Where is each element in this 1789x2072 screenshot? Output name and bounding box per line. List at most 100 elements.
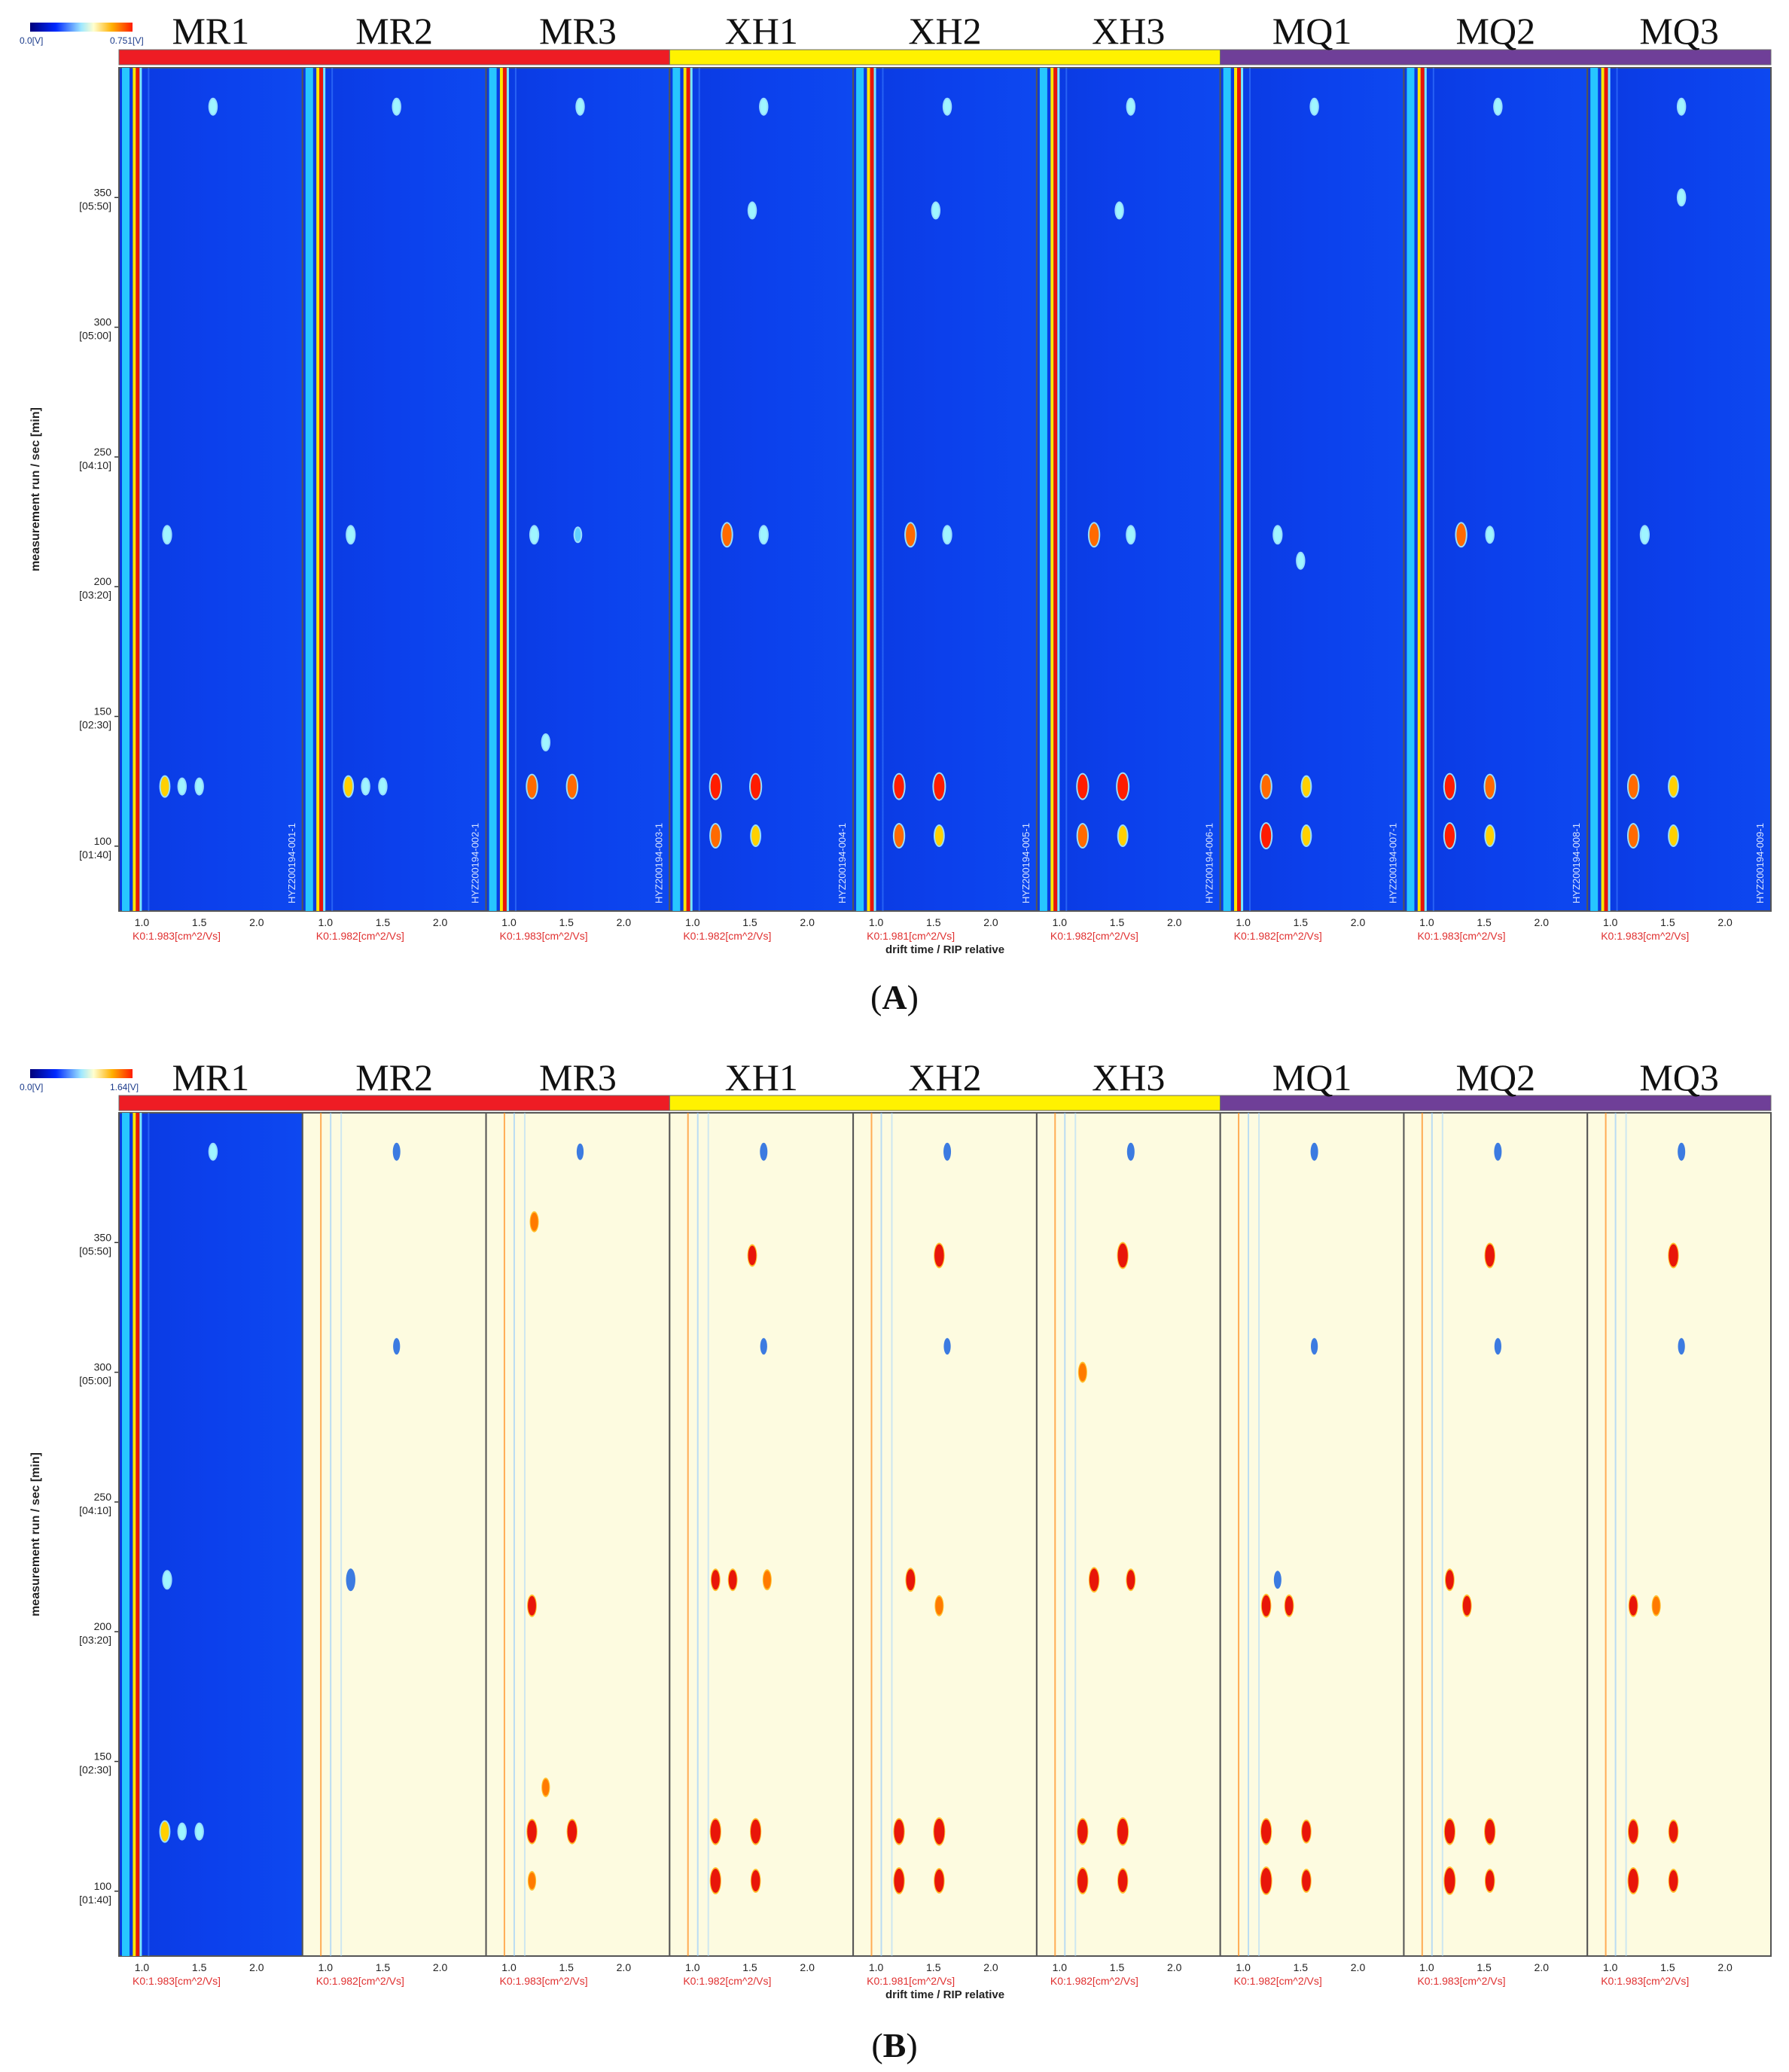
rip-edge bbox=[323, 68, 326, 911]
x-tick-label: 2.0 bbox=[433, 916, 448, 928]
peak-spot bbox=[1678, 190, 1685, 206]
peak-spot bbox=[1274, 526, 1282, 544]
panel-background bbox=[1586, 1112, 1772, 1957]
x-tick-label: 1.5 bbox=[376, 916, 391, 928]
rip-line bbox=[1420, 68, 1425, 911]
peak-spot bbox=[1628, 824, 1638, 848]
peak-spot bbox=[163, 1571, 171, 1589]
rip-edge bbox=[499, 68, 503, 911]
x-tick-label: 1.0 bbox=[1419, 1961, 1434, 1973]
rip-line bbox=[319, 68, 324, 911]
rip-edge bbox=[1057, 68, 1060, 911]
spectrum-panel bbox=[1403, 1112, 1589, 1957]
background-line bbox=[1614, 1113, 1617, 1956]
peak-spot bbox=[577, 99, 584, 114]
x-tick-label: 1.0 bbox=[1053, 916, 1068, 928]
k0-label: K0:1.982[cm^2/Vs] bbox=[1234, 1975, 1322, 1987]
rip-edge bbox=[133, 1113, 136, 1956]
peak-spot bbox=[710, 774, 721, 799]
sample-label: XH1 bbox=[725, 10, 798, 52]
background-line bbox=[1065, 68, 1068, 911]
rip-line bbox=[1604, 68, 1608, 911]
rip-edge bbox=[316, 68, 320, 911]
y-tick-label: 350 bbox=[94, 1231, 112, 1243]
y-tick-label: 100 bbox=[94, 1880, 112, 1892]
background-line bbox=[882, 68, 884, 911]
colorbar-min-label: 0.0[V] bbox=[20, 1082, 43, 1092]
x-tick-label: 1.5 bbox=[1660, 916, 1675, 928]
x-tick-label: 2.0 bbox=[1167, 916, 1182, 928]
peak-spot bbox=[1302, 826, 1311, 846]
k0-label: K0:1.983[cm^2/Vs] bbox=[1417, 930, 1505, 942]
rip-tail bbox=[122, 68, 130, 911]
spectrum-panel bbox=[1586, 1112, 1772, 1957]
spectrum-panel bbox=[301, 1112, 487, 1957]
peak-spot bbox=[1077, 774, 1088, 799]
x-tick-label: 2.0 bbox=[249, 1961, 264, 1973]
peak-spot bbox=[1302, 1821, 1311, 1842]
x-tick-label: 1.0 bbox=[1053, 1961, 1068, 1973]
rip-edge bbox=[873, 68, 876, 911]
peak-spot bbox=[1485, 1870, 1495, 1892]
x-tick-label: 1.0 bbox=[1603, 1961, 1618, 1973]
y-tick-label: [01:40] bbox=[79, 849, 111, 861]
rip-tail bbox=[305, 68, 313, 911]
peak-spot bbox=[1302, 1870, 1311, 1892]
rip-edge bbox=[1241, 68, 1244, 911]
peak-spot bbox=[1077, 824, 1088, 848]
background-line bbox=[1258, 1113, 1260, 1956]
x-tick-label: 2.0 bbox=[1717, 916, 1733, 928]
sample-label: MQ1 bbox=[1272, 1056, 1352, 1098]
background-line bbox=[891, 1113, 893, 1956]
rip-line bbox=[136, 68, 140, 911]
peak-spot bbox=[1444, 1819, 1455, 1844]
rip-line bbox=[502, 68, 507, 911]
peak-spot bbox=[542, 735, 549, 750]
x-tick-label: 1.5 bbox=[742, 1961, 757, 1973]
peak-spot bbox=[934, 773, 945, 800]
sample-label: MR1 bbox=[172, 1056, 249, 1098]
k0-label: K0:1.982[cm^2/Vs] bbox=[1050, 1975, 1138, 1987]
background-line bbox=[1431, 1113, 1433, 1956]
peak-spot bbox=[728, 1570, 737, 1590]
x-tick-label: 2.0 bbox=[1351, 916, 1366, 928]
peak-spot bbox=[1494, 1338, 1501, 1355]
x-tick-label: 1.5 bbox=[1477, 1961, 1492, 1973]
peak-spot bbox=[934, 1818, 945, 1845]
group-bars bbox=[118, 49, 1772, 66]
x-tick-label: 2.0 bbox=[433, 1961, 448, 1973]
peak-spot bbox=[393, 1338, 401, 1355]
peak-spot bbox=[1126, 1570, 1135, 1590]
y-tick-label: [01:40] bbox=[79, 1894, 111, 1906]
peak-spot bbox=[209, 1144, 217, 1159]
panel-background bbox=[1403, 67, 1589, 912]
spectrum-panel bbox=[118, 67, 303, 912]
k0-label: K0:1.982[cm^2/Vs] bbox=[1234, 930, 1322, 942]
k0-label: K0:1.982[cm^2/Vs] bbox=[683, 930, 771, 942]
x-tick-label: 1.5 bbox=[1660, 1961, 1675, 1973]
panel-background bbox=[1219, 67, 1405, 912]
peak-spot bbox=[362, 779, 369, 794]
y-tick-label: [04:10] bbox=[79, 459, 111, 471]
rip-edge bbox=[1234, 68, 1238, 911]
x-tick-label: 2.0 bbox=[1351, 1961, 1366, 1973]
peak-spot bbox=[567, 775, 578, 798]
x-tick-label: 1.0 bbox=[501, 1961, 517, 1973]
peak-spot bbox=[894, 824, 904, 848]
peak-spot bbox=[528, 1595, 536, 1616]
peak-spot bbox=[1485, 1819, 1495, 1844]
x-tick-label: 1.5 bbox=[376, 1961, 391, 1973]
peak-spot bbox=[1127, 526, 1135, 544]
peak-spot bbox=[393, 99, 400, 114]
panel-background bbox=[1035, 67, 1221, 912]
panel-background bbox=[301, 1112, 487, 1957]
sample-label: MQ2 bbox=[1456, 1056, 1536, 1098]
x-axis-title: drift time / RIP relative bbox=[885, 943, 1004, 956]
peak-spot bbox=[894, 774, 904, 799]
peak-spot bbox=[178, 1824, 185, 1839]
peak-spot bbox=[1444, 774, 1455, 799]
x-tick-label: 1.5 bbox=[559, 916, 574, 928]
spectrum-panel bbox=[852, 67, 1038, 912]
sample-label: MQ1 bbox=[1272, 10, 1352, 52]
sample-label: XH3 bbox=[1092, 1056, 1165, 1098]
